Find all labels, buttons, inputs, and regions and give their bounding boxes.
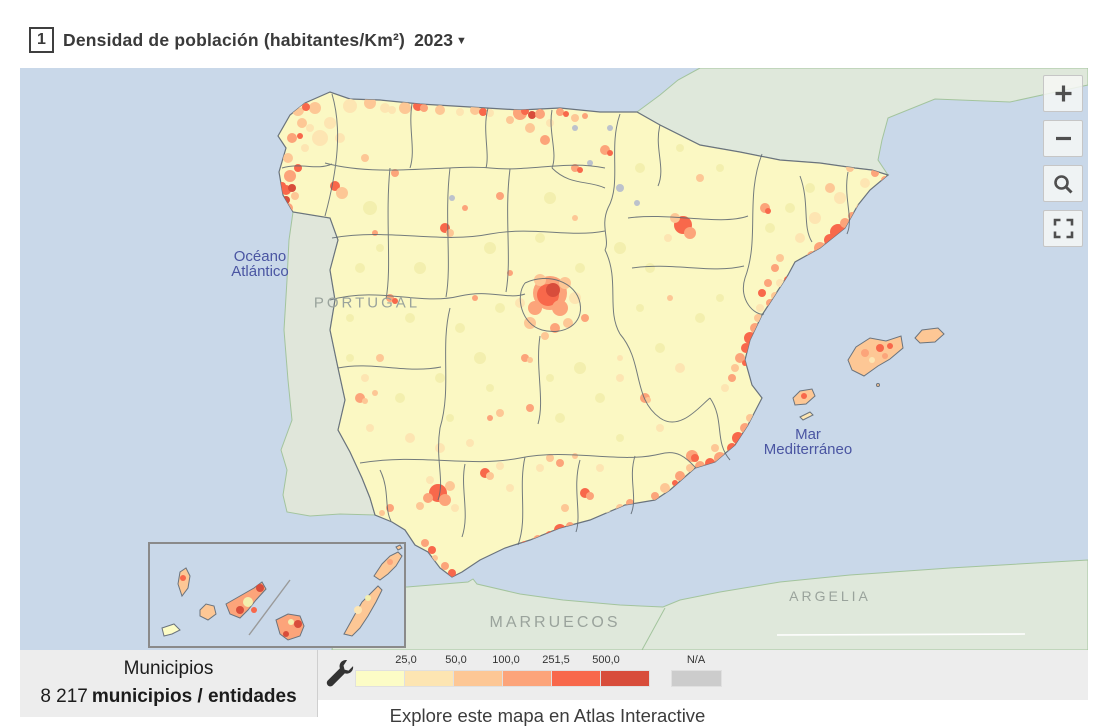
legend-swatch [502, 670, 552, 687]
map-graphic [277, 68, 1088, 650]
legend-break: 50,0 [445, 654, 467, 666]
legend-break: 25,0 [395, 654, 417, 666]
legend-break: 251,5 [542, 654, 570, 666]
canary-islands-inset [148, 542, 406, 648]
legend-swatch [551, 670, 601, 687]
magnifier-icon [1054, 174, 1073, 194]
legend-swatch [453, 670, 503, 687]
legend-break: 500,0 [592, 654, 620, 666]
page-title: Densidad de población (habitantes/Km²) [63, 29, 406, 50]
year-value: 2023 [414, 29, 454, 50]
fullscreen-button[interactable] [1043, 210, 1083, 247]
entity-count: 8 217 municipios / entidades [40, 686, 297, 707]
map-header: 1 Densidad de población (habitantes/Km²)… [29, 27, 467, 53]
panel-index: 1 [37, 31, 46, 48]
zoom-out-button[interactable] [1043, 120, 1083, 157]
chevron-down-icon: ▼ [456, 35, 467, 47]
spain-region [277, 91, 890, 578]
plus-icon [1055, 85, 1071, 102]
legend-break: 100,0 [492, 654, 520, 666]
neighbour-countries [280, 68, 1088, 650]
legend-na-swatch [671, 670, 722, 687]
legend-na-label: N/A [686, 654, 706, 666]
legend-swatch [355, 670, 405, 687]
year-dropdown[interactable]: 2023 ▼ [414, 30, 467, 51]
map-canvas[interactable]: Océano Atlántico Mar Mediterráneo PORTUGAL… [20, 68, 1088, 650]
legend-swatch [600, 670, 650, 687]
municipios-panel: Municipios 8 217 municipios / entidades [20, 650, 318, 717]
legend-color-ramp [355, 670, 650, 687]
fullscreen-icon [1053, 218, 1073, 239]
legend-swatch [404, 670, 454, 687]
panel-index-box: 1 [29, 27, 54, 53]
province-borders [281, 93, 850, 546]
zoom-search-button[interactable] [1043, 165, 1083, 202]
balearic-density [801, 332, 928, 399]
zoom-in-button[interactable] [1043, 75, 1083, 112]
map-controls [1043, 75, 1083, 255]
settings-wrench-icon[interactable] [324, 657, 354, 689]
balearic-islands [792, 327, 945, 421]
panel-title: Municipios [123, 658, 214, 679]
